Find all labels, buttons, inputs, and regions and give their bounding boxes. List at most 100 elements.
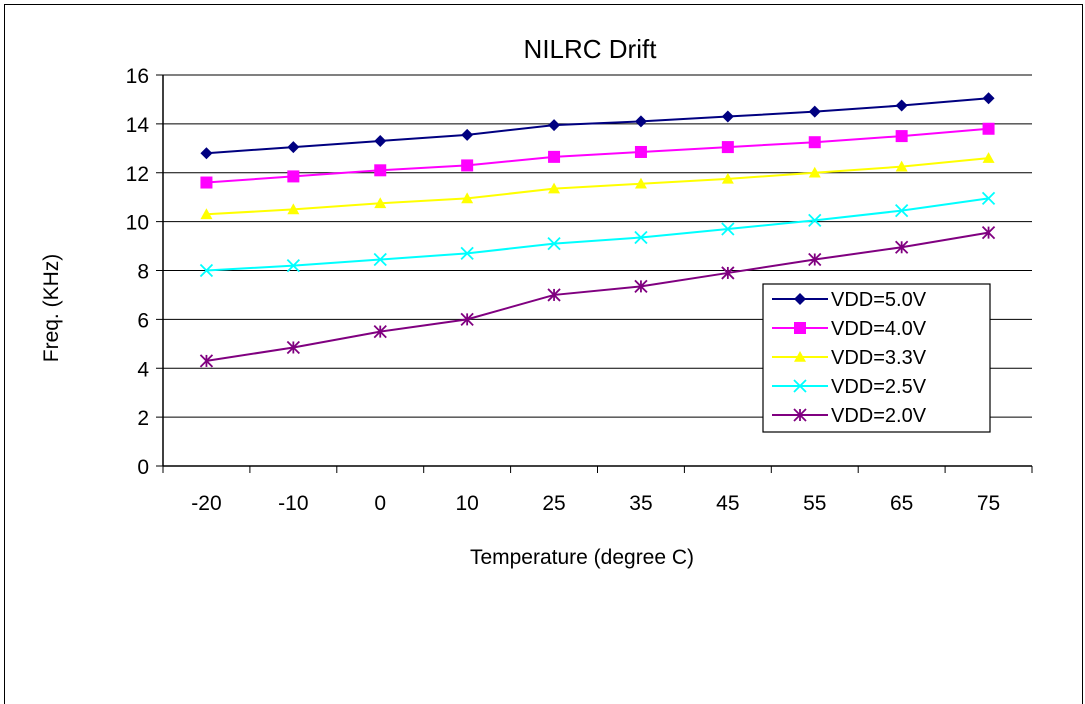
legend-label: VDD=3.3V bbox=[831, 347, 927, 369]
series-line bbox=[206, 231, 989, 362]
data-point-x bbox=[286, 258, 300, 273]
x-tick-label: -10 bbox=[278, 492, 308, 515]
data-point-x bbox=[547, 236, 561, 251]
data-point-x bbox=[634, 230, 648, 245]
data-point-square bbox=[200, 176, 213, 189]
data-point-diamond bbox=[287, 141, 300, 154]
x-tick-label: 0 bbox=[374, 492, 386, 515]
data-point-x bbox=[373, 252, 387, 267]
data-point-asterisk bbox=[286, 340, 300, 355]
x-tick-label: 10 bbox=[455, 492, 478, 515]
data-point-asterisk bbox=[199, 354, 214, 368]
data-point-triangle bbox=[287, 203, 300, 215]
data-point-triangle bbox=[808, 166, 821, 178]
y-tick-label: 2 bbox=[137, 407, 149, 430]
data-point-asterisk bbox=[460, 312, 474, 327]
axes bbox=[162, 75, 1033, 473]
data-point-square bbox=[721, 141, 734, 154]
data-point-square bbox=[794, 322, 806, 334]
series-vdd-4-0v bbox=[200, 122, 995, 189]
x-tick-label: 25 bbox=[542, 492, 565, 515]
y-tick-label: 16 bbox=[126, 65, 149, 88]
series-vdd-2-5v bbox=[199, 191, 996, 278]
legend-item: VDD=3.3V bbox=[772, 347, 927, 369]
legend-item: VDD=2.5V bbox=[772, 376, 927, 398]
x-tick-labels: -20 -10 0 10 25 35 45 55 65 75 bbox=[191, 492, 1000, 515]
legend-item: VDD=2.0V bbox=[772, 405, 927, 427]
series-line bbox=[206, 97, 989, 155]
series-line bbox=[206, 127, 989, 184]
x-tick-label: 35 bbox=[629, 492, 652, 515]
series-group bbox=[199, 92, 996, 368]
data-point-asterisk bbox=[895, 240, 909, 254]
data-point-triangle bbox=[200, 208, 213, 220]
data-point-x bbox=[895, 203, 909, 218]
data-point-square bbox=[808, 136, 821, 149]
data-point-triangle bbox=[794, 351, 806, 362]
x-tick-label: -20 bbox=[191, 492, 221, 515]
data-point-diamond bbox=[794, 293, 806, 305]
y-tick-label: 0 bbox=[137, 456, 149, 479]
data-point-asterisk bbox=[808, 252, 822, 267]
legend: VDD=5.0V VDD=4.0V VDD=3.3V VDD=2.5V VDD=2.0V bbox=[762, 283, 991, 433]
data-point-asterisk bbox=[547, 288, 561, 302]
y-tick-labels: 0 2 4 6 8 10 12 14 16 bbox=[126, 65, 150, 479]
data-point-x bbox=[793, 379, 807, 393]
line-chart: NILRC Drift 0 2 4 6 8 10 12 14 16 -20 -10 0 10 25 35 4… bbox=[40, 34, 1033, 569]
data-point-x bbox=[808, 213, 822, 228]
data-point-diamond bbox=[200, 147, 213, 160]
x-axis-label: Temperature (degree C) bbox=[470, 546, 694, 569]
legend-label: VDD=2.5V bbox=[831, 376, 927, 398]
x-tick-label: 65 bbox=[890, 492, 913, 515]
data-point-square bbox=[634, 145, 647, 158]
y-tick-label: 4 bbox=[137, 358, 149, 381]
y-tick-label: 8 bbox=[137, 261, 149, 284]
data-point-asterisk bbox=[793, 408, 807, 422]
y-tick-label: 6 bbox=[137, 309, 149, 332]
x-tick-label: 75 bbox=[977, 492, 1000, 515]
legend-label: VDD=5.0V bbox=[831, 289, 927, 311]
data-point-triangle bbox=[548, 182, 561, 194]
grid-lines bbox=[156, 74, 1032, 467]
data-point-triangle bbox=[721, 172, 734, 184]
legend-label: VDD=2.0V bbox=[831, 405, 927, 427]
data-point-asterisk bbox=[634, 279, 648, 294]
data-point-square bbox=[461, 159, 474, 172]
data-point-asterisk bbox=[721, 266, 735, 280]
series-line bbox=[206, 157, 989, 216]
data-point-diamond bbox=[548, 119, 561, 132]
x-tick-label: 45 bbox=[716, 492, 739, 515]
y-tick-label: 10 bbox=[126, 212, 149, 235]
data-point-x bbox=[721, 222, 735, 236]
data-point-asterisk bbox=[373, 324, 387, 339]
data-point-triangle bbox=[982, 152, 995, 163]
data-point-triangle bbox=[374, 197, 387, 209]
data-point-diamond bbox=[721, 110, 734, 123]
data-point-x bbox=[981, 191, 996, 206]
data-point-triangle bbox=[461, 192, 474, 204]
data-point-triangle bbox=[895, 160, 908, 172]
y-tick-label: 12 bbox=[126, 163, 149, 186]
series-vdd-2-0v bbox=[199, 225, 996, 368]
data-point-asterisk bbox=[981, 225, 996, 240]
x-tick-label: 55 bbox=[803, 492, 826, 515]
data-point-diamond bbox=[461, 128, 474, 141]
legend-item: VDD=4.0V bbox=[772, 318, 927, 340]
data-point-triangle bbox=[634, 177, 647, 189]
data-point-diamond bbox=[895, 99, 908, 112]
data-point-diamond bbox=[374, 134, 387, 147]
data-point-square bbox=[374, 164, 387, 177]
data-point-square bbox=[548, 150, 561, 163]
chart-title: NILRC Drift bbox=[524, 34, 658, 64]
data-point-square bbox=[895, 130, 908, 143]
y-tick-label: 14 bbox=[126, 114, 150, 137]
data-point-diamond bbox=[982, 92, 995, 105]
series-vdd-5-0v bbox=[200, 92, 995, 160]
chart-frame bbox=[4, 4, 1083, 704]
series-vdd-3-3v bbox=[200, 152, 995, 220]
data-point-diamond bbox=[808, 105, 821, 118]
data-point-square bbox=[982, 122, 995, 135]
data-point-square bbox=[287, 170, 300, 183]
data-point-x bbox=[199, 263, 214, 278]
data-point-diamond bbox=[634, 115, 647, 128]
